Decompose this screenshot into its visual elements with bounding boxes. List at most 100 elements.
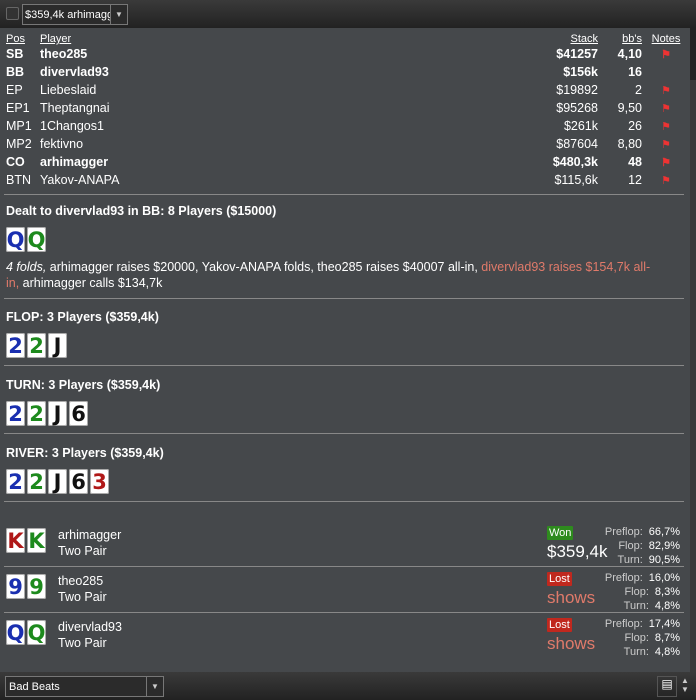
cell-bbs: 12 xyxy=(628,173,642,187)
equity-label: Turn: xyxy=(623,646,649,658)
status-badge: Lost xyxy=(547,618,572,632)
playing-card: J xyxy=(48,333,67,358)
cell-bbs: 8,80 xyxy=(617,137,642,151)
player-row[interactable]: EP1 Theptangnai $95268 9,50 ⚑ xyxy=(4,99,688,117)
cell-stack: $41257 xyxy=(556,47,598,61)
playing-card: 2 xyxy=(6,333,25,358)
header-bbs[interactable]: bb's xyxy=(622,33,642,45)
player-row[interactable]: SB theo285 $41257 4,10 ⚑ xyxy=(4,45,688,63)
status-badge: Lost xyxy=(547,572,572,586)
river-title: RIVER: 3 Players ($359,4k) xyxy=(6,446,164,460)
playing-card: 2 xyxy=(27,469,46,494)
hand-rank: Two Pair xyxy=(58,636,107,650)
playing-card: J xyxy=(48,401,67,426)
note-flag-icon[interactable]: ⚑ xyxy=(661,138,671,151)
chevron-down-icon[interactable]: ▼ xyxy=(110,5,127,24)
header-pos[interactable]: Pos xyxy=(6,33,25,45)
playing-card: 2 xyxy=(6,469,25,494)
cell-stack: $87604 xyxy=(556,137,598,151)
result-amount: shows xyxy=(547,588,596,607)
flop-title: FLOP: 3 Players ($359,4k) xyxy=(6,310,159,324)
preflop-actions: 4 folds, arhimagger raises $20000, Yakov… xyxy=(6,260,651,290)
cell-player: theo285 xyxy=(40,47,88,61)
clipboard-icon[interactable]: ▤ xyxy=(657,676,677,697)
equity-value: 16,0% xyxy=(648,572,680,584)
cell-pos: SB xyxy=(6,47,24,61)
header-stack[interactable]: Stack xyxy=(570,33,598,45)
equity-value: 17,4% xyxy=(648,618,680,630)
player-row[interactable]: MP2 fektivno $87604 8,80 ⚑ xyxy=(4,135,688,153)
chevron-down-icon[interactable]: ▼ xyxy=(146,677,163,696)
header-notes[interactable]: Notes xyxy=(651,33,681,45)
hand-rank: Two Pair xyxy=(58,544,107,558)
equity-value: 4,8% xyxy=(654,646,680,658)
player-name[interactable]: theo285 xyxy=(58,574,104,588)
cell-bbs: 2 xyxy=(635,83,642,97)
player-name[interactable]: divervlad93 xyxy=(58,620,122,634)
cell-pos: MP2 xyxy=(6,137,32,151)
players-table: Pos Player Stack bb's Notes SB theo285 $41… xyxy=(4,33,688,189)
cell-pos: EP1 xyxy=(6,101,30,115)
cell-player: Yakov-ANAPA xyxy=(40,173,120,187)
header-player[interactable]: Player xyxy=(40,33,72,45)
select-checkbox[interactable] xyxy=(6,7,19,20)
divider xyxy=(4,365,684,366)
cell-stack: $156k xyxy=(563,65,598,79)
cell-bbs: 48 xyxy=(628,155,642,169)
cell-bbs: 16 xyxy=(628,65,642,79)
playing-card: 2 xyxy=(27,401,46,426)
bottom-toolbar: Bad Beats ▼ ▤ ▲ ▼ xyxy=(0,672,696,700)
cell-stack: $261k xyxy=(563,119,598,133)
cell-player: 1Changos1 xyxy=(40,119,104,133)
playing-card: 3 xyxy=(90,469,109,494)
cell-player: fektivno xyxy=(40,137,84,151)
cell-bbs: 9,50 xyxy=(617,101,642,115)
playing-card: Q xyxy=(27,620,46,645)
divider xyxy=(4,194,684,195)
scrollbar[interactable] xyxy=(690,28,696,672)
player-row[interactable]: CO arhimagger $480,3k 48 ⚑ xyxy=(4,153,688,171)
equity-label: Flop: xyxy=(624,632,649,644)
note-flag-icon[interactable]: ⚑ xyxy=(661,174,671,187)
player-name[interactable]: arhimagger xyxy=(58,528,122,542)
equity-label: Preflop: xyxy=(604,618,643,630)
playing-card: 9 xyxy=(27,574,46,599)
equity-value: 8,7% xyxy=(654,632,680,644)
playing-card: Q xyxy=(6,227,25,252)
divider xyxy=(4,501,684,502)
equity-value: 4,8% xyxy=(654,600,680,612)
equity-list: Preflop: 16,0% Flop: 8,3% Turn: 4,8% xyxy=(605,571,680,613)
player-row[interactable]: BB divervlad93 $156k 16 xyxy=(4,63,688,81)
note-flag-icon[interactable]: ⚑ xyxy=(661,120,671,133)
note-flag-icon[interactable]: ⚑ xyxy=(661,84,671,97)
preflop-title: Dealt to divervlad93 in BB: 8 Players ($… xyxy=(6,204,277,218)
hand-select[interactable]: $359,4k arhimagge ▼ xyxy=(22,4,128,25)
cell-player: Theptangnai xyxy=(40,101,110,115)
playing-card: Q xyxy=(27,227,46,252)
filter-select[interactable]: Bad Beats ▼ xyxy=(5,676,164,697)
player-row[interactable]: EP Liebeslaid $19892 2 ⚑ xyxy=(4,81,688,99)
note-flag-icon[interactable]: ⚑ xyxy=(661,102,671,115)
note-flag-icon[interactable]: ⚑ xyxy=(661,156,671,169)
playing-card: Q xyxy=(6,620,25,645)
hand-rank: Two Pair xyxy=(58,590,107,604)
equity-value: 66,7% xyxy=(648,526,680,538)
turn-title: TURN: 3 Players ($359,4k) xyxy=(6,378,161,392)
playing-card: K xyxy=(6,528,25,553)
divider xyxy=(4,298,684,299)
spinner-arrows-icon[interactable]: ▲ ▼ xyxy=(681,676,689,694)
player-row[interactable]: MP1 1Changos1 $261k 26 ⚑ xyxy=(4,117,688,135)
scrollbar-thumb[interactable] xyxy=(690,28,696,80)
equity-list: Preflop: 17,4% Flop: 8,7% Turn: 4,8% xyxy=(605,617,680,659)
playing-card: J xyxy=(48,469,67,494)
player-row[interactable]: BTN Yakov-ANAPA $115,6k 12 ⚑ xyxy=(4,171,688,189)
cell-stack: $115,6k xyxy=(554,173,598,187)
note-flag-icon[interactable]: ⚑ xyxy=(661,48,671,61)
note-flag-icon[interactable] xyxy=(644,63,688,81)
